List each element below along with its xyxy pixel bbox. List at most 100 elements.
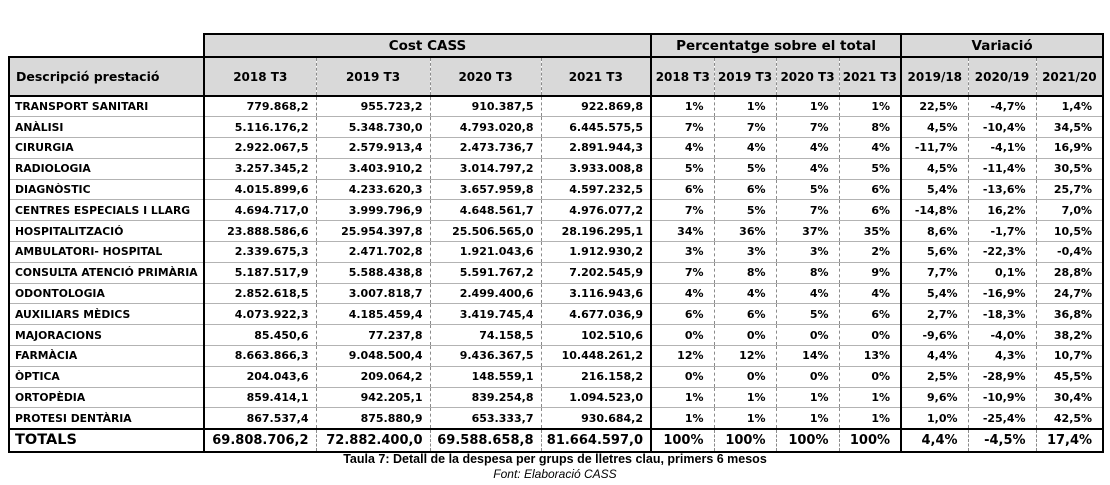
- cost-cell: 839.254,8: [429, 387, 541, 409]
- pct-cell: 6%: [838, 199, 902, 222]
- pct-cell: 12%: [713, 345, 777, 367]
- var-cell: 5,6%: [900, 241, 969, 263]
- cost-cell: 3.657.959,8: [429, 179, 541, 201]
- pct-cell: 7%: [650, 116, 715, 139]
- group-header-percentatge: Percentatge sobre el total: [650, 33, 903, 58]
- var-cell: 16,9%: [1035, 137, 1105, 159]
- cost-cell: 3.257.345,2: [203, 158, 316, 180]
- cost-cell: 102.510,6: [540, 324, 652, 347]
- row-label: DIAGNÒSTIC: [8, 179, 205, 201]
- pct-cell: 5%: [775, 303, 840, 326]
- pct-cell: 9%: [838, 262, 902, 284]
- cost-cell: 910.387,5: [429, 96, 541, 118]
- pct-cell: 35%: [838, 220, 902, 243]
- pct-cell: 6%: [650, 179, 715, 201]
- cost-cell: 4.597.232,5: [540, 179, 652, 201]
- var-cell: 10,5%: [1035, 220, 1105, 243]
- cost-cell: 5.588.438,8: [315, 262, 430, 284]
- totals-cost-2021: 81.664.597,0: [540, 427, 652, 453]
- pct-cell: 0%: [650, 324, 715, 347]
- cost-cell: 3.007.818,7: [315, 283, 430, 305]
- var-cell: 10,7%: [1035, 345, 1105, 367]
- var-cell: 2,5%: [900, 366, 969, 388]
- cost-cell: 23.888.586,6: [203, 220, 316, 243]
- table-row: ORTOPÈDIA 859.414,1 942.205,1 839.254,8 1.09…: [8, 387, 1105, 409]
- table-row: DIAGNÒSTIC 4.015.899,6 4.233.620,3 3.657.95…: [8, 179, 1105, 201]
- col-header-var-2021-20: 2021/20: [1035, 57, 1105, 97]
- cost-cell: 1.094.523,0: [540, 387, 652, 409]
- cost-cell: 4.793.020,8: [429, 116, 541, 139]
- cost-cell: 25.506.565,0: [429, 220, 541, 243]
- var-cell: -9,6%: [900, 324, 969, 347]
- totals-pct-2018: 100%: [650, 427, 715, 453]
- cost-cell: 4.648.561,7: [429, 199, 541, 222]
- pct-cell: 5%: [775, 179, 840, 201]
- var-cell: -13,6%: [967, 179, 1037, 201]
- pct-cell: 1%: [775, 387, 840, 409]
- var-cell: 1,4%: [1035, 96, 1105, 118]
- pct-cell: 1%: [650, 96, 715, 118]
- cost-cell: 4.073.922,3: [203, 303, 316, 326]
- var-cell: 4,4%: [900, 345, 969, 367]
- pct-cell: 6%: [650, 303, 715, 326]
- table-row: FARMÀCIA 8.663.866,3 9.048.500,4 9.436.367,…: [8, 345, 1105, 367]
- var-cell: 7,0%: [1035, 199, 1105, 222]
- cost-cell: 2.473.736,7: [429, 137, 541, 159]
- row-label: ORTOPÈDIA: [8, 387, 205, 409]
- col-header-var-2019-18: 2019/18: [900, 57, 969, 97]
- cost-cell: 6.445.575,5: [540, 116, 652, 139]
- var-cell: -1,7%: [967, 220, 1037, 243]
- pct-cell: 0%: [838, 366, 902, 388]
- table-row: HOSPITALITZACIÓ 23.888.586,6 25.954.397,8 2…: [8, 220, 1105, 243]
- cost-cell: 5.591.767,2: [429, 262, 541, 284]
- pct-cell: 1%: [838, 387, 902, 409]
- cost-cell: 3.014.797,2: [429, 158, 541, 180]
- totals-var-2020-19: -4,5%: [967, 427, 1037, 453]
- row-label: ANÀLISI: [8, 116, 205, 139]
- cost-cell: 9.048.500,4: [315, 345, 430, 367]
- col-header-pct-2018: 2018 T3: [650, 57, 715, 97]
- cost-cell: 77.237,8: [315, 324, 430, 347]
- cost-cell: 3.933.008,8: [540, 158, 652, 180]
- var-cell: -4,7%: [967, 96, 1037, 118]
- totals-pct-2021: 100%: [838, 427, 902, 453]
- cost-cell: 4.677.036,9: [540, 303, 652, 326]
- cost-cell: 955.723,2: [315, 96, 430, 118]
- cost-cell: 942.205,1: [315, 387, 430, 409]
- pct-cell: 7%: [775, 199, 840, 222]
- cost-cell: 2.579.913,4: [315, 137, 430, 159]
- pct-cell: 7%: [775, 116, 840, 139]
- var-cell: 4,5%: [900, 116, 969, 139]
- col-header-pct-2020: 2020 T3: [775, 57, 840, 97]
- table-row: TRANSPORT SANITARI 779.868,2 955.723,2 910.…: [8, 96, 1105, 118]
- pct-cell: 34%: [650, 220, 715, 243]
- cost-cell: 25.954.397,8: [315, 220, 430, 243]
- table-row: CIRURGIA 2.922.067,5 2.579.913,4 2.473.736,…: [8, 137, 1105, 159]
- pct-cell: 1%: [775, 407, 840, 430]
- totals-row: TOTALS 69.808.706,2 72.882.400,0 69.588.…: [8, 427, 1105, 453]
- cost-cass-table: Cost CASS Percentatge sobre el total Var…: [8, 33, 1105, 453]
- cost-cell: 9.436.367,5: [429, 345, 541, 367]
- col-header-var-2020-19: 2020/19: [967, 57, 1037, 97]
- cost-cell: 8.663.866,3: [203, 345, 316, 367]
- pct-cell: 4%: [775, 158, 840, 180]
- cost-cell: 5.187.517,9: [203, 262, 316, 284]
- group-header-cost-cass: Cost CASS: [202, 33, 653, 58]
- var-cell: 36,8%: [1035, 303, 1105, 326]
- pct-cell: 1%: [650, 407, 715, 430]
- var-cell: 42,5%: [1035, 407, 1105, 430]
- cost-cell: 2.339.675,3: [203, 241, 316, 263]
- pct-cell: 0%: [650, 366, 715, 388]
- var-cell: 34,5%: [1035, 116, 1105, 139]
- pct-cell: 8%: [713, 262, 777, 284]
- pct-cell: 4%: [775, 137, 840, 159]
- var-cell: 8,6%: [900, 220, 969, 243]
- pct-cell: 5%: [838, 158, 902, 180]
- cost-cell: 922.869,8: [540, 96, 652, 118]
- row-label: MAJORACIONS: [8, 324, 205, 347]
- var-cell: -25,4%: [967, 407, 1037, 430]
- cost-table-wrapper: Cost CASS Percentatge sobre el total Var…: [8, 33, 1105, 453]
- var-cell: 2,7%: [900, 303, 969, 326]
- var-cell: 4,3%: [967, 345, 1037, 367]
